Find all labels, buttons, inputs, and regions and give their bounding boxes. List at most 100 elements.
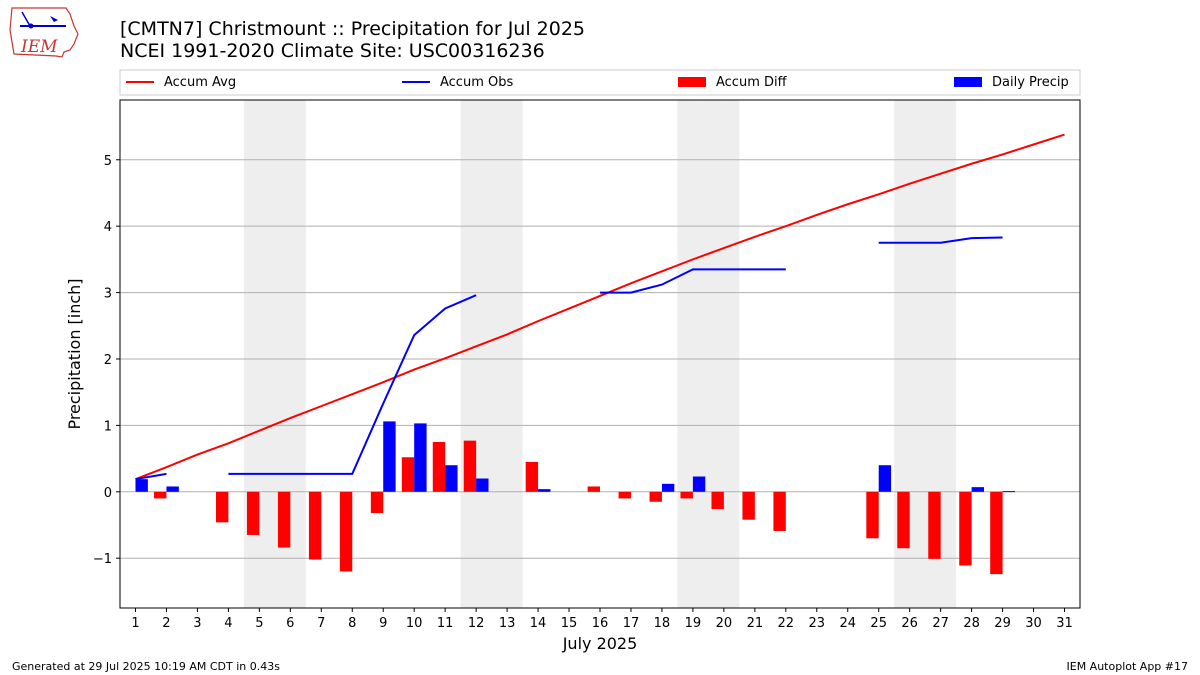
- y-tick-label: 0: [104, 486, 112, 501]
- x-tick-label: 18: [654, 616, 671, 631]
- x-tick-label: 19: [685, 616, 702, 631]
- x-axis-label: July 2025: [562, 634, 638, 653]
- accum-diff-bar: [432, 441, 446, 492]
- accum-obs-line-segment: [600, 268, 786, 294]
- x-tick-label: 10: [406, 616, 423, 631]
- accum-diff-bar: [897, 491, 910, 549]
- legend: Accum Avg Accum Obs Accum Diff Daily Pre…: [119, 69, 1081, 96]
- y-tick-label: −1: [93, 552, 112, 567]
- weekend-band: [677, 100, 740, 608]
- daily-precip-bar: [476, 478, 489, 492]
- y-tick-label: 3: [104, 287, 112, 302]
- y-tick-label: 4: [104, 220, 112, 235]
- legend-swatch-accum-diff: [678, 77, 706, 87]
- chart-title: [CMTN7] Christmount :: Precipitation for…: [120, 18, 585, 40]
- accum-diff-bar: [246, 491, 260, 535]
- accum-diff-bar: [401, 457, 415, 492]
- accum-diff-bar: [463, 440, 477, 492]
- daily-precip-bar: [135, 479, 148, 492]
- accum-obs-line-segment: [228, 294, 477, 475]
- x-tick-label: 4: [224, 616, 232, 631]
- x-axis-ticks: 1 2 3 4 5 6 7 8 9 10 11 12 13 14 15 16 17 18 19 20 21 22 23 24 2…: [131, 608, 1073, 631]
- accum-diff-bar: [990, 491, 1003, 575]
- daily-precip-bar: [692, 476, 706, 492]
- accum-diff-bar: [742, 491, 755, 520]
- x-tick-label: 15: [561, 616, 578, 631]
- y-tick-label: 2: [104, 353, 112, 368]
- accum-diff-bar: [370, 491, 384, 514]
- accum-diff-bar: [773, 491, 786, 531]
- x-tick-label: 5: [255, 616, 263, 631]
- daily-precip-bar: [971, 487, 984, 492]
- x-tick-label: 25: [870, 616, 887, 631]
- y-tick-label: 1: [104, 419, 112, 434]
- accum-obs-line-segment: [135, 472, 167, 481]
- daily-precip-bar: [1002, 491, 1015, 493]
- daily-precip-bar: [383, 421, 396, 492]
- daily-precip-bar: [414, 423, 427, 492]
- accum-diff-bar: [680, 491, 693, 499]
- legend-item-accum-diff: Accum Diff: [678, 75, 788, 90]
- x-tick-label: 20: [716, 616, 733, 631]
- accum-diff-bar: [587, 486, 600, 492]
- x-tick-label: 11: [437, 616, 454, 631]
- x-tick-label: 8: [348, 616, 356, 631]
- accum-obs-line-segment: [878, 236, 1003, 244]
- x-tick-label: 29: [994, 616, 1011, 631]
- x-tick-label: 13: [499, 616, 516, 631]
- daily-precip-bar: [445, 465, 458, 492]
- legend-label-accum-obs: Accum Obs: [440, 75, 513, 90]
- x-tick-label: 3: [193, 616, 201, 631]
- legend-label-accum-diff: Accum Diff: [716, 75, 788, 90]
- daily-precip-bar: [661, 483, 675, 492]
- x-tick-label: 31: [1056, 616, 1073, 631]
- x-tick-label: 27: [932, 616, 949, 631]
- accum-diff-bar: [277, 491, 291, 548]
- line-series: [135, 133, 1065, 481]
- x-tick-label: 9: [379, 616, 387, 631]
- daily-precip-bar: [878, 465, 892, 492]
- accum-diff-bar: [959, 491, 972, 566]
- legend-item-accum-obs: Accum Obs: [402, 75, 513, 90]
- x-tick-label: 30: [1025, 616, 1042, 631]
- accum-diff-bar: [866, 491, 879, 539]
- weekend-band: [460, 100, 523, 608]
- accum-diff-bar: [525, 461, 539, 492]
- x-tick-label: 16: [592, 616, 609, 631]
- x-tick-label: 24: [839, 616, 856, 631]
- x-tick-label: 2: [162, 616, 170, 631]
- daily-precip-bar: [538, 489, 551, 492]
- accum-diff-bar: [618, 491, 631, 499]
- accum-diff-bar: [928, 491, 941, 559]
- y-tick-label: 5: [104, 154, 112, 169]
- x-tick-label: 6: [286, 616, 294, 631]
- x-tick-label: 23: [809, 616, 826, 631]
- x-tick-label: 21: [747, 616, 764, 631]
- accum-avg-line: [135, 133, 1065, 481]
- accum-diff-bar: [339, 491, 353, 572]
- chart-subtitle: NCEI 1991-2020 Climate Site: USC00316236: [120, 40, 545, 62]
- legend-swatch-daily-precip: [954, 77, 982, 87]
- x-tick-label: 1: [131, 616, 139, 631]
- iem-logo: IEM: [9, 7, 79, 58]
- x-tick-label: 7: [317, 616, 325, 631]
- legend-label-daily-precip: Daily Precip: [992, 75, 1069, 90]
- y-axis-ticks: −1 0 1 2 3 4 5: [93, 154, 120, 567]
- iem-logo-text: IEM: [20, 37, 58, 57]
- legend-item-daily-precip: Daily Precip: [954, 75, 1069, 90]
- x-tick-label: 12: [468, 616, 485, 631]
- x-tick-label: 28: [963, 616, 980, 631]
- legend-label-accum-avg: Accum Avg: [164, 75, 236, 90]
- x-tick-label: 14: [530, 616, 547, 631]
- daily-precip-bar: [166, 486, 179, 492]
- x-tick-label: 17: [623, 616, 640, 631]
- y-axis-label: Precipitation [inch]: [65, 278, 84, 429]
- x-tick-label: 22: [778, 616, 795, 631]
- accum-diff-bar: [711, 491, 724, 510]
- footer-generated: Generated at 29 Jul 2025 10:19 AM CDT in…: [12, 660, 280, 673]
- x-tick-label: 26: [901, 616, 918, 631]
- accum-diff-bar: [154, 491, 167, 499]
- accum-diff-bar: [308, 491, 322, 560]
- footer-app: IEM Autoplot App #17: [1067, 660, 1189, 673]
